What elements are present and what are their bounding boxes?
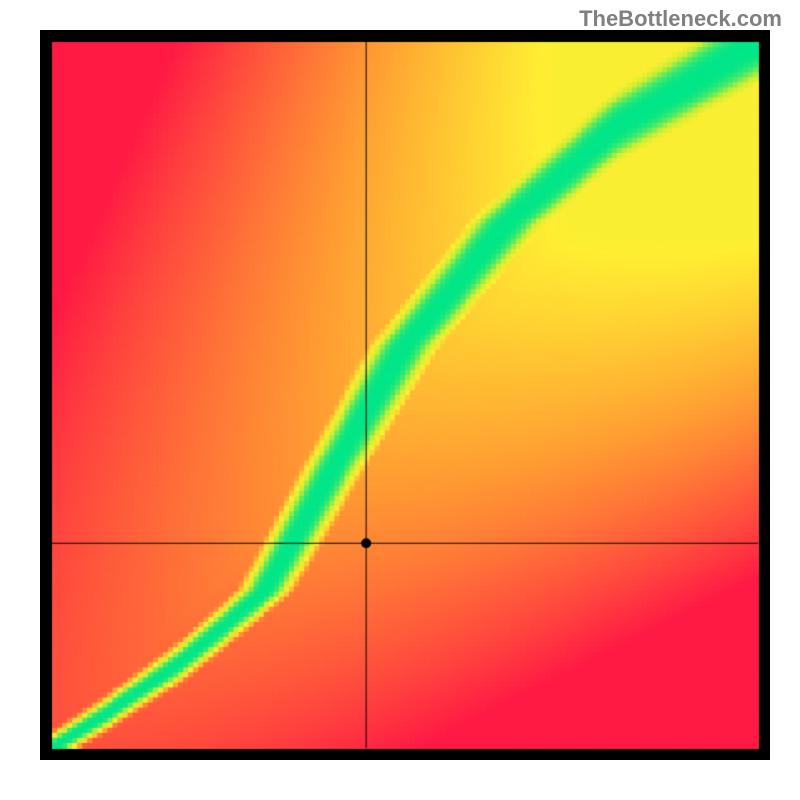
heatmap-canvas	[40, 30, 770, 760]
heatmap-plot	[40, 30, 770, 760]
watermark-text: TheBottleneck.com	[579, 6, 782, 32]
